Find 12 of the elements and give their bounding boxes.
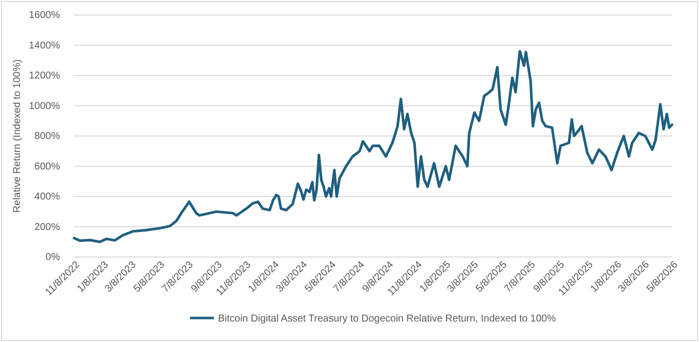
y-tick-label: 200%	[34, 222, 60, 233]
y-tick-label: 1400%	[28, 40, 60, 52]
y-tick-label: 1600%	[28, 10, 60, 22]
y-tick-label: 400%	[34, 192, 60, 203]
y-tick-label: 1000%	[28, 100, 60, 112]
y-tick-label: 600%	[34, 161, 60, 172]
line-series	[72, 50, 674, 244]
y-tick-label: 800%	[34, 131, 60, 142]
y-tick-label: 0%	[46, 252, 60, 264]
y-tick-label: 1200%	[28, 70, 60, 82]
y-axis-title: Relative Return (Indexed to 100%)	[12, 59, 23, 213]
legend-label: Bitcoin Digital Asset Treasury to Dogecoin Relative Return, Indexed to 100%	[218, 314, 556, 324]
